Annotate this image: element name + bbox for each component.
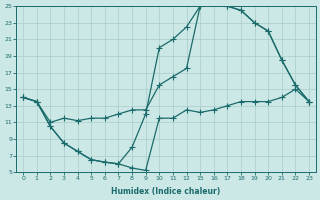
X-axis label: Humidex (Indice chaleur): Humidex (Indice chaleur) <box>111 187 221 196</box>
